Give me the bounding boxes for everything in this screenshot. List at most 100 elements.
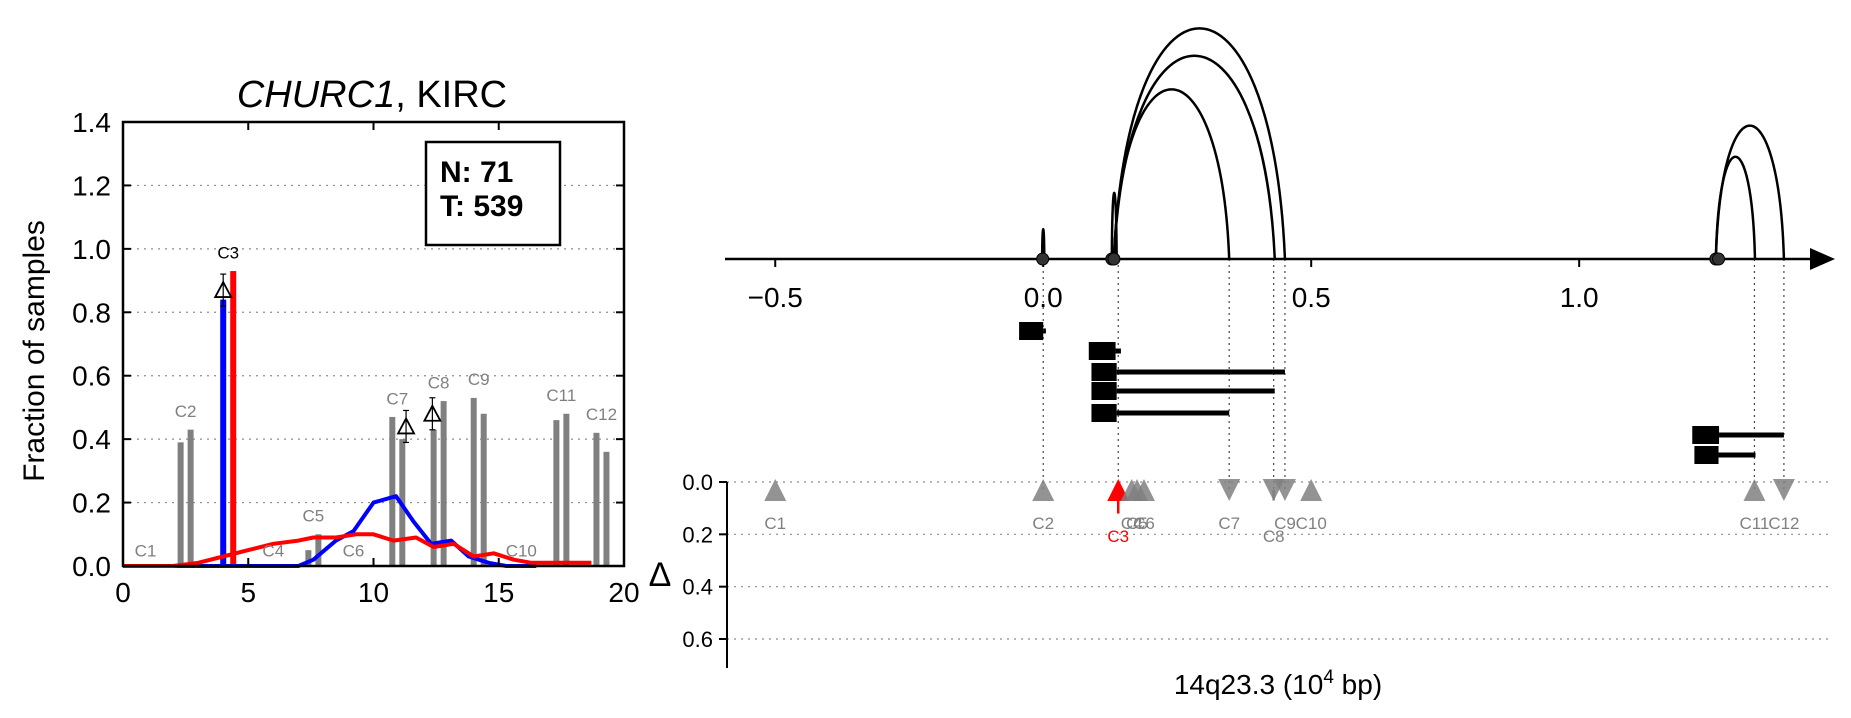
transcript-exon (1088, 342, 1116, 360)
left-ticks: 0.0 0.2 0.4 0.6 0.8 1.0 1.2 1.4 0 5 10 15 20 (72, 107, 640, 608)
x-tick-label: 0 (115, 577, 131, 608)
cluster-label-c12: C12 (1768, 514, 1799, 533)
delta-tick-label: 0.2 (682, 522, 713, 547)
cluster-label-c11: C11 (1739, 514, 1769, 533)
bar-label-c8: C8 (428, 373, 450, 392)
junction-arc (1112, 27, 1287, 260)
cluster-label-c5: C5 (1126, 514, 1148, 533)
sample-count-box: N: 71 T: 539 (424, 140, 562, 247)
y-tick-label: 1.0 (72, 234, 111, 265)
y-tick-label: 0.2 (72, 488, 111, 519)
left-chart-title: CHURC1, KIRC (237, 74, 507, 116)
cluster-triangle-c1 (764, 479, 787, 501)
transcript-exon (1019, 322, 1044, 340)
bar-label-c12: C12 (586, 405, 617, 424)
cluster-label-c7: C7 (1218, 514, 1240, 533)
delta-axis-ticks: 0.0 0.2 0.4 0.6 (682, 470, 727, 652)
bar-c9-tumor (480, 413, 487, 566)
junction-points (1036, 252, 1726, 266)
genomic-tick-label: −0.5 (748, 282, 803, 313)
y-tick-label: 0.6 (72, 361, 111, 392)
density-line-red (123, 532, 592, 568)
transcript-exon (1091, 363, 1117, 381)
cluster-label-c10: C10 (1296, 514, 1327, 533)
bar-c3-tumor (230, 271, 237, 566)
transcript-models (1019, 322, 1784, 464)
x-tick-label: 20 (608, 577, 639, 608)
bar-c8-tumor (440, 401, 447, 566)
bar-c7-normal (389, 416, 396, 566)
bar-c9-normal (470, 397, 477, 566)
cluster-triangle-c7 (1218, 479, 1241, 501)
genomic-tick-label: 0.5 (1292, 282, 1331, 313)
left-y-axis-label: Fraction of samples (18, 220, 51, 482)
left-chart-panel: CHURC1, KIRC Fraction of samples C1 C2 C3 C… (18, 74, 640, 608)
bar-label-c3: C3 (217, 243, 239, 262)
bar-c11-tumor (563, 413, 570, 566)
bar-c8-normal (430, 429, 437, 566)
gene-name: CHURC1 (237, 74, 395, 116)
transcript-exon (1692, 426, 1720, 444)
y-tick-label: 1.4 (72, 107, 111, 138)
delta-tick-label: 0.4 (682, 575, 713, 600)
junction-point (1107, 252, 1121, 266)
x-tick-label: 15 (483, 577, 514, 608)
bar-c12-normal (593, 432, 600, 566)
cluster-triangle-c2 (1032, 479, 1055, 501)
normal-count: N: 71 (440, 156, 513, 189)
bar-label-c1: C1 (135, 541, 157, 560)
cluster-triangle-c11 (1743, 479, 1766, 501)
bar-c2-normal (177, 442, 184, 566)
junction-arc (1040, 227, 1046, 260)
bar-label-c9: C9 (468, 370, 490, 389)
bar-label-c2: C2 (175, 402, 197, 421)
delta-axis-label: Δ (649, 556, 672, 594)
transcript-exon (1091, 404, 1117, 422)
bar-label-c4: C4 (262, 541, 284, 560)
cluster-triangle-c12 (1772, 479, 1795, 501)
genomic-tick-label: 0.0 (1024, 282, 1063, 313)
junction-arcs (1040, 27, 1786, 260)
cluster-label-c2: C2 (1032, 514, 1054, 533)
junction-arc (1112, 54, 1276, 260)
bar-c3-normal (220, 299, 227, 566)
bar-label-c10: C10 (506, 541, 537, 560)
right-diagram-panel: −0.5 0.0 0.5 1.0 0.00.20.40.6 Δ C1 C2C3C4C5C… (649, 27, 1835, 700)
junction-point (1712, 252, 1726, 266)
transcript-exon (1091, 382, 1117, 400)
cluster-label-c1: C1 (764, 514, 786, 533)
left-bars (177, 271, 610, 566)
cluster-triangle-c6 (1132, 479, 1155, 501)
bar-c2-tumor (187, 429, 194, 566)
left-bar-labels: C1 C2 C3 C4 C5 C6 C7 C8 C9 C10 C11 C12 (135, 243, 617, 560)
junction-arc (1714, 155, 1757, 260)
bar-label-c7: C7 (386, 389, 408, 408)
bar-label-c5: C5 (303, 507, 325, 526)
delta-tick-label: 0.0 (682, 470, 713, 495)
bar-c5-tumor (315, 534, 322, 566)
y-tick-label: 0.0 (72, 551, 111, 582)
cluster-triangle-c10 (1300, 479, 1323, 501)
cancer-type: , KIRC (395, 74, 507, 116)
x-tick-label: 5 (240, 577, 256, 608)
y-tick-label: 1.2 (72, 170, 111, 201)
sample-count-frame (424, 140, 562, 247)
cluster-triangle-c9 (1273, 479, 1296, 501)
bar-c11-normal (553, 420, 560, 566)
junction-arc (1112, 88, 1231, 260)
genomic-tick-label: 1.0 (1560, 282, 1599, 313)
transcript-exon (1694, 446, 1719, 464)
delta-gridlines (727, 481, 1830, 640)
cluster-label-c3: C3 (1107, 527, 1129, 546)
junction-point (1036, 252, 1050, 266)
cluster-label-c9: C9 (1274, 514, 1296, 533)
cluster-label-c4: C4 (1121, 514, 1143, 533)
genomic-axis-ticks: −0.5 0.0 0.5 1.0 (748, 259, 1599, 313)
y-tick-label: 0.4 (72, 424, 111, 455)
genomic-axis (725, 248, 1835, 270)
axis-arrow-icon (1810, 248, 1835, 270)
x-tick-label: 10 (358, 577, 389, 608)
junction-arc (1714, 124, 1786, 260)
